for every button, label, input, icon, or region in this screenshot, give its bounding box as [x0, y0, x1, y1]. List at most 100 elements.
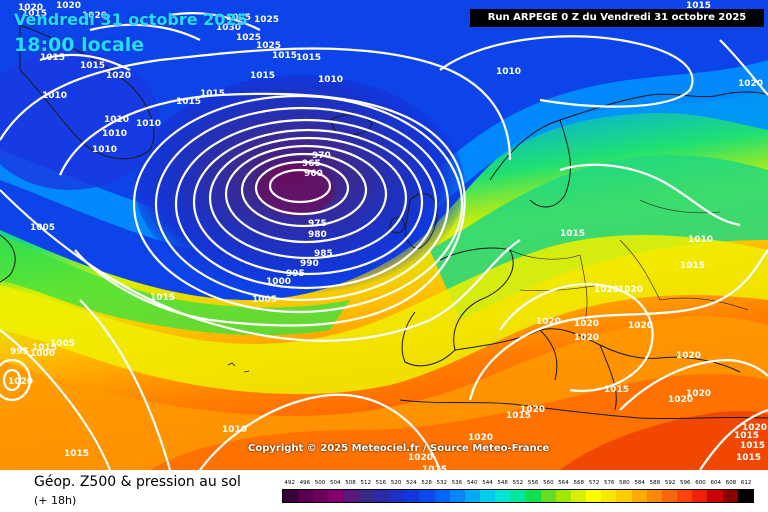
legend-level-label: 584: [634, 480, 645, 486]
legend-color-swatch: [404, 490, 420, 502]
isobar-label: 1010: [102, 129, 127, 139]
isobar-label: 1015: [272, 51, 297, 61]
legend-color-swatch: [661, 490, 678, 502]
legend-color-swatch: [495, 490, 511, 502]
legend-level-label: 508: [345, 480, 356, 486]
z500-yellow-band: [0, 235, 768, 395]
isobar-1010-scandinavia: [559, 163, 741, 227]
legend-color-swatch: [313, 490, 329, 502]
legend-color-swatch: [540, 490, 556, 502]
legend-level-label: 512: [360, 480, 371, 486]
legend-level-label: 536: [451, 480, 463, 486]
isobar-965: [254, 160, 350, 216]
legend-color-swatch: [677, 490, 693, 502]
isobar-label: 1015: [680, 261, 705, 271]
isobar-label: 960: [304, 169, 323, 179]
isobar-label: 1015: [506, 411, 531, 421]
isobar-label: 1020: [536, 317, 561, 327]
isobar-label: 970: [312, 151, 331, 161]
forecast-date: Vendredi 31 octobre 2025: [14, 10, 248, 29]
legend-color-swatch: [449, 490, 465, 502]
legend-level-label: 548: [497, 480, 508, 486]
legend-color-swatch: [616, 490, 632, 502]
azores-islands: [227, 362, 250, 373]
isobar-label: 995: [10, 347, 29, 357]
legend-color-swatch: [434, 490, 450, 502]
isobar-high-west: [0, 358, 32, 402]
isobar-label: 1015: [80, 61, 105, 71]
z500-red-southeast: [560, 411, 768, 470]
isobar-label: 1020: [594, 285, 619, 295]
legend-color-swatch: [707, 490, 723, 502]
isobar-label: 1010: [92, 145, 117, 155]
legend-level-label: 612: [740, 480, 752, 486]
isobar-1020-east: [619, 358, 768, 411]
isobar-label: 1020: [742, 423, 767, 433]
legend-level-label: 588: [649, 480, 661, 486]
legend-level-label: 520: [390, 480, 402, 486]
legend-color-swatch: [480, 490, 496, 502]
isobar-970: [240, 152, 368, 228]
legend-color-swatch: [389, 490, 405, 502]
legend-color-swatch: [646, 490, 662, 502]
legend-color-swatch: [328, 490, 344, 502]
isobar-label: 1025: [236, 33, 261, 43]
legend-color-swatch: [283, 490, 299, 502]
legend-color-swatch: [358, 490, 374, 502]
isobar-label: 980: [308, 230, 327, 240]
forecast-time: 18:00 locale: [14, 34, 145, 56]
isobar-1015-west: [0, 189, 521, 342]
isobar-label: 1020: [8, 377, 33, 387]
legend-level-label: 504: [330, 480, 341, 486]
isobar-995: [154, 106, 450, 302]
mediterranean-coastline: [454, 328, 741, 411]
isobar-label: 1015: [734, 431, 759, 441]
isobar-label: 995: [286, 269, 305, 279]
isobar-985: [192, 128, 424, 276]
isobar-label: 1010: [318, 75, 343, 85]
isobar-label: 965: [302, 159, 321, 169]
greenland-coastline: [19, 24, 155, 160]
legend-level-label: 592: [664, 480, 676, 486]
legend-level-label: 568: [573, 480, 585, 486]
isobar-label: 1015: [22, 9, 47, 19]
copyright-notice: Copyright © 2025 Meteociel.fr / Source M…: [248, 443, 550, 454]
map-footer: Géop. Z500 & pression au sol (+ 18h) 492…: [0, 470, 768, 512]
z500-cyan-band: [0, 60, 768, 261]
legend-level-label: 608: [725, 480, 737, 486]
isobar-label: 1020: [408, 453, 433, 463]
isobar-label: 1020: [56, 1, 81, 11]
isobar-label: 975: [308, 219, 327, 229]
legend-level-labels: 492 496 500 504 508 512 516 520 524 528 532 536 540 5…: [282, 479, 754, 487]
legend-color-swatch: [343, 490, 359, 502]
legend-level-label: 600: [695, 480, 706, 486]
legend-level-label: 604: [710, 480, 721, 486]
legend-level-label: 576: [603, 480, 615, 486]
isobar-label: 1015: [250, 71, 275, 81]
isobar-label: 1015: [200, 89, 225, 99]
isobar-980: [208, 136, 408, 260]
isobar-label: 1020: [628, 321, 653, 331]
isobar-label: 1015: [736, 453, 761, 463]
footer-subtitle: (+ 18h): [34, 494, 77, 507]
isobar-label: 1015: [422, 465, 447, 470]
legend-level-label: 500: [314, 480, 326, 486]
isobar-label: 1015: [560, 229, 585, 239]
isobar-1025-greenland: [169, 12, 261, 31]
legend-color-swatch: [419, 490, 435, 502]
country-borders: [509, 199, 749, 321]
isobar-1015-greenland: [39, 53, 131, 71]
legend-color-swatch: [525, 490, 541, 502]
isobar-label: 1010: [222, 425, 247, 435]
legend-level-label: 580: [619, 480, 630, 486]
legend-color-swatch: [555, 490, 571, 502]
isobar-label: 1005: [50, 339, 75, 349]
isobar-1005: [58, 92, 466, 327]
isobar-label: 1020: [676, 351, 701, 361]
isobar-label: 1015: [64, 449, 89, 459]
legend-level-label: 516: [375, 480, 387, 486]
isobar-label: 1000: [266, 277, 291, 287]
western-europe-coastline: [401, 247, 514, 367]
isobar-1000: [132, 94, 464, 314]
